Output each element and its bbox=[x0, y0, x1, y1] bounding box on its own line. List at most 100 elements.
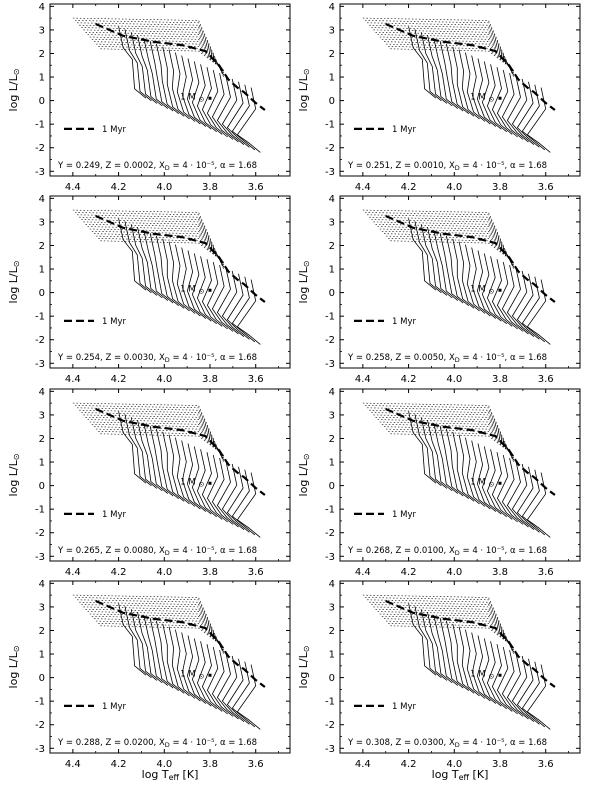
evolutionary-track bbox=[206, 647, 228, 715]
evolutionary-track bbox=[191, 446, 212, 515]
evolutionary-track bbox=[420, 224, 448, 296]
evolutionary-track bbox=[458, 626, 480, 697]
evolutionary-track bbox=[156, 235, 179, 307]
evolutionary-track bbox=[191, 61, 212, 130]
y-tick-label: -2 bbox=[325, 720, 335, 731]
y-tick-label: 3 bbox=[39, 25, 45, 36]
isochrone-1myr bbox=[95, 599, 266, 688]
evolutionary-track bbox=[414, 414, 442, 487]
dotted-track bbox=[381, 616, 514, 650]
evolutionary-track bbox=[446, 43, 469, 115]
evolutionary-track bbox=[216, 460, 239, 528]
panel-d: -3 -2 -1 0 1 2 3 4 4.4 4.2 4.0 3.8 3.6 1 M ⊙ 1 Myr Y = … bbox=[325, 194, 581, 385]
y-tick-label: -1 bbox=[35, 697, 45, 708]
composition-caption: Y = 0.308, Z = 0.0300, XD = 4 · 10⁻⁵, α … bbox=[347, 738, 547, 749]
evolutionary-track bbox=[196, 449, 217, 518]
evolutionary-track bbox=[506, 267, 529, 335]
evolutionary-track bbox=[137, 612, 163, 684]
evolutionary-track bbox=[236, 87, 261, 153]
y-tick-label: 4 bbox=[39, 2, 45, 13]
evolutionary-track bbox=[526, 279, 551, 345]
y-axis-title: log L/L⊙ bbox=[7, 261, 21, 304]
evolutionary-track bbox=[471, 632, 491, 702]
evolutionary-track bbox=[156, 428, 179, 500]
evolutionary-track bbox=[206, 262, 228, 330]
y-tick-label: -2 bbox=[35, 335, 45, 346]
caption-text: Y = 0.249, Z = 0.0002, X bbox=[57, 161, 165, 171]
plot-frame bbox=[49, 195, 291, 369]
y-tick-label: 1 bbox=[39, 73, 45, 84]
evolutionary-track bbox=[124, 221, 152, 294]
dotted-track bbox=[379, 36, 514, 73]
x-tick-label: 3.8 bbox=[492, 374, 508, 385]
evolutionary-track bbox=[506, 460, 529, 528]
axis-titles-group: log L/L⊙ log L/L⊙ log L/L⊙ log L/L⊙ log L/L⊙… bbox=[7, 69, 488, 782]
y-tick-label: 0 bbox=[329, 96, 335, 107]
isochrone-1myr bbox=[385, 599, 556, 688]
x-tick-label: 3.6 bbox=[538, 374, 554, 385]
composition-caption: Y = 0.249, Z = 0.0002, XD = 4 · 10⁻⁵, α … bbox=[57, 161, 257, 172]
plot-frame bbox=[339, 195, 581, 369]
x-tick-label: 4.2 bbox=[111, 567, 127, 578]
evolutionary-track bbox=[143, 615, 169, 686]
evolutionary-track bbox=[130, 417, 158, 489]
evolutionary-track bbox=[486, 641, 507, 710]
plot-frame bbox=[339, 580, 581, 754]
evolutionary-track bbox=[118, 411, 147, 484]
evolutionary-track bbox=[439, 617, 464, 689]
evolutionary-track bbox=[471, 55, 491, 125]
evolutionary-track bbox=[427, 612, 453, 684]
panel-e: -3 -2 -1 0 1 2 3 4 4.4 4.2 4.0 3.8 3.6 1 M ⊙ 1 Myr Y = … bbox=[35, 387, 291, 578]
dotted-track bbox=[390, 433, 514, 456]
panel-b: -3 -2 -1 0 1 2 3 4 4.4 4.2 4.0 3.8 3.6 1 M ⊙ 1 Myr Y = … bbox=[325, 2, 581, 193]
y-tick-label: -3 bbox=[325, 167, 335, 178]
composition-caption: Y = 0.251, Z = 0.0010, XD = 4 · 10⁻⁵, α … bbox=[347, 161, 547, 172]
dotted-track bbox=[381, 231, 514, 265]
mass-marker bbox=[208, 288, 212, 292]
evolutionary-track bbox=[420, 609, 448, 681]
dotted-track bbox=[89, 421, 224, 458]
evolutionary-track bbox=[446, 620, 469, 692]
dotted-track bbox=[91, 231, 224, 265]
mass-label-sub: ⊙ bbox=[198, 287, 204, 295]
evolutionary-track bbox=[414, 606, 442, 679]
evolutionary-track bbox=[236, 664, 261, 730]
dotted-track bbox=[98, 238, 224, 263]
y-tick-label: 1 bbox=[39, 650, 45, 661]
evolutionary-track bbox=[506, 75, 529, 143]
dotted-track bbox=[85, 417, 224, 459]
evolutionary-track bbox=[137, 420, 163, 492]
evolutionary-track bbox=[501, 458, 524, 525]
caption-text: = 4 · 10⁻⁵, α = 1.68 bbox=[170, 546, 257, 556]
evolutionary-track bbox=[186, 250, 207, 319]
caption-sub: D bbox=[455, 164, 460, 172]
y-tick-label: 2 bbox=[329, 434, 335, 445]
y-tick-label: -1 bbox=[35, 505, 45, 516]
evolutionary-track bbox=[130, 609, 158, 681]
dotted-track bbox=[89, 228, 224, 265]
evolutionary-track bbox=[471, 440, 491, 510]
y-tick-label: 3 bbox=[39, 602, 45, 613]
y-tick-label: 3 bbox=[329, 217, 335, 228]
x-axis-title-unit: [K] bbox=[469, 768, 488, 781]
y-tick-label: 4 bbox=[39, 387, 45, 398]
evolutionary-track bbox=[216, 267, 239, 335]
x-tick-label: 4.0 bbox=[446, 759, 462, 770]
dotted-track bbox=[386, 235, 514, 264]
plot-frame bbox=[49, 3, 291, 177]
x-tick-label: 4.2 bbox=[111, 182, 127, 193]
evolutionary-track bbox=[231, 276, 256, 343]
evolutionary-track bbox=[511, 78, 535, 146]
dotted-track bbox=[85, 224, 224, 266]
evolutionary-track bbox=[496, 455, 518, 523]
y-axis-title: log L/L⊙ bbox=[297, 454, 311, 497]
dotted-track bbox=[85, 32, 224, 74]
caption-text: = 4 · 10⁻⁵, α = 1.68 bbox=[460, 161, 547, 171]
mass-marker bbox=[498, 673, 502, 677]
dotted-track bbox=[390, 625, 514, 648]
evolutionary-track bbox=[231, 84, 256, 151]
evolutionary-track bbox=[465, 629, 486, 699]
y-tick-label: -1 bbox=[35, 312, 45, 323]
caption-text: Y = 0.258, Z = 0.0050, X bbox=[347, 353, 455, 363]
mass-label-sub: ⊙ bbox=[488, 287, 494, 295]
